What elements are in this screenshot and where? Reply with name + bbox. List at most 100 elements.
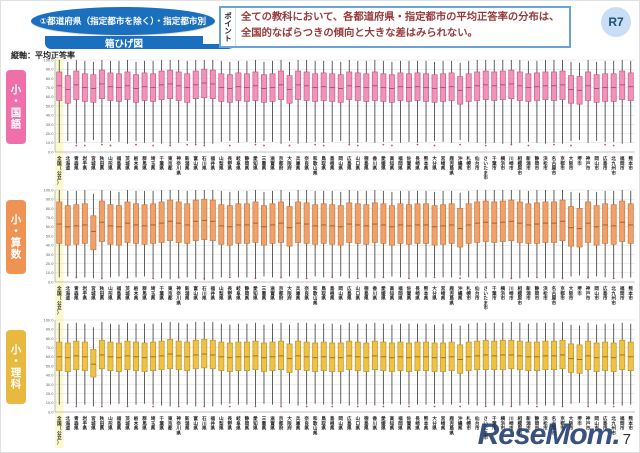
svg-text:い: い [483, 161, 488, 167]
chart-section-rika: 小・理科 100.0 90.0 80.0 70.0 60.0 50.0 40.0 30.0 20… [1, 318, 639, 448]
svg-text:県: 県 [347, 295, 352, 302]
svg-text:本: 本 [627, 290, 633, 297]
svg-text:歌: 歌 [313, 420, 318, 427]
svg-text:千: 千 [159, 415, 164, 422]
svg-text:ま: ま [483, 170, 488, 176]
svg-text:形: 形 [108, 290, 113, 297]
chart-chip-rika: 小・理科 [6, 330, 26, 404]
svg-text:県: 県 [373, 165, 378, 172]
svg-text:山: 山 [313, 425, 318, 432]
svg-text:県: 県 [458, 425, 463, 432]
svg-text:山: 山 [594, 290, 599, 297]
svg-text:鹿: 鹿 [449, 415, 454, 422]
svg-text:島: 島 [449, 425, 454, 432]
svg-text:市: 市 [500, 425, 505, 432]
svg-text:川: 川 [175, 426, 181, 432]
svg-text:戸: 戸 [586, 420, 591, 427]
svg-text:兵: 兵 [296, 415, 301, 422]
svg-text:沖: 沖 [458, 415, 463, 422]
svg-text:県: 県 [338, 425, 343, 432]
svg-text:岡: 岡 [245, 420, 250, 427]
svg-text:知: 知 [253, 420, 258, 427]
svg-text:た: た [483, 425, 488, 432]
year-badge: R7 [601, 7, 631, 37]
svg-text:岡: 岡 [620, 420, 625, 427]
svg-text:市: 市 [475, 425, 480, 432]
svg-text:大: 大 [569, 415, 574, 422]
svg-text:岡: 岡 [398, 420, 403, 427]
svg-text:県: 県 [125, 165, 130, 172]
svg-text:県: 県 [381, 165, 386, 172]
svg-text:手: 手 [83, 160, 88, 167]
svg-text:広: 広 [603, 285, 608, 292]
svg-text:栃: 栃 [134, 285, 139, 292]
svg-text:長: 長 [228, 155, 233, 162]
svg-text:県: 県 [253, 425, 258, 432]
svg-text:都: 都 [559, 160, 565, 167]
svg-text:大: 大 [569, 155, 574, 162]
svg-text:口: 口 [355, 421, 360, 427]
svg-text:県: 県 [151, 425, 156, 432]
svg-text:川: 川 [175, 166, 181, 172]
svg-text:本: 本 [423, 420, 429, 427]
svg-text:宮: 宮 [91, 155, 96, 162]
svg-text:手: 手 [83, 420, 88, 427]
svg-text:庫: 庫 [295, 290, 301, 297]
svg-text:青: 青 [74, 415, 79, 422]
svg-text:県: 県 [407, 425, 412, 432]
svg-text:福: 福 [116, 155, 122, 162]
svg-text:さ: さ [483, 285, 488, 292]
svg-text:県: 県 [236, 425, 241, 432]
svg-text:高: 高 [390, 285, 395, 292]
svg-text:三: 三 [262, 156, 267, 162]
svg-text:縄: 縄 [458, 290, 463, 297]
svg-text:県: 県 [441, 425, 446, 432]
svg-text:市: 市 [509, 165, 514, 172]
svg-text:県: 県 [193, 425, 198, 432]
svg-text:松: 松 [543, 160, 548, 167]
svg-text:山: 山 [313, 295, 318, 302]
svg-text:市: 市 [543, 425, 548, 432]
svg-text:和: 和 [312, 415, 318, 422]
svg-text:福: 福 [209, 285, 215, 292]
svg-text:仙: 仙 [475, 155, 480, 162]
svg-text:県: 県 [142, 295, 147, 302]
svg-text:鳥: 鳥 [321, 155, 326, 162]
svg-text:原: 原 [518, 295, 523, 302]
svg-text:県: 県 [407, 295, 412, 302]
svg-text:島: 島 [330, 415, 335, 422]
svg-text:全: 全 [56, 155, 62, 162]
svg-text:東: 東 [168, 285, 173, 292]
svg-text:県: 県 [296, 425, 301, 432]
svg-text:市: 市 [509, 425, 514, 432]
svg-text:福: 福 [116, 285, 122, 292]
svg-text:府: 府 [279, 425, 284, 432]
svg-text:都: 都 [278, 160, 284, 167]
svg-text:東: 東 [168, 155, 173, 162]
svg-text:市: 市 [543, 295, 548, 302]
svg-text:都: 都 [167, 425, 173, 432]
svg-text:県: 県 [424, 425, 429, 432]
svg-text:徳: 徳 [363, 155, 369, 162]
svg-text:浜: 浜 [500, 290, 505, 297]
svg-text:木: 木 [133, 420, 139, 427]
svg-text:模: 模 [518, 160, 523, 167]
svg-text:宮: 宮 [91, 415, 96, 422]
svg-text:岐: 岐 [236, 285, 241, 292]
svg-text:徳: 徳 [363, 415, 369, 422]
svg-text:県: 県 [304, 165, 309, 172]
svg-text:神: 神 [586, 155, 591, 162]
svg-text:県: 県 [381, 295, 386, 302]
svg-text:福: 福 [619, 285, 625, 292]
svg-text:島: 島 [347, 160, 352, 167]
svg-text:城: 城 [125, 420, 130, 427]
svg-text:堺: 堺 [577, 415, 582, 422]
svg-text:立: 立 [57, 174, 62, 181]
svg-text:県: 県 [407, 165, 412, 172]
svg-text:市: 市 [492, 295, 497, 302]
svg-text:佐: 佐 [406, 155, 412, 162]
svg-text:岩: 岩 [82, 155, 88, 162]
svg-text:媛: 媛 [381, 160, 386, 167]
svg-text:市: 市 [552, 299, 557, 306]
svg-text:県: 県 [398, 295, 403, 302]
